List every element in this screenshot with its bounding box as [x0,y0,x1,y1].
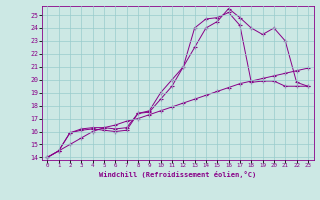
X-axis label: Windchill (Refroidissement éolien,°C): Windchill (Refroidissement éolien,°C) [99,171,256,178]
